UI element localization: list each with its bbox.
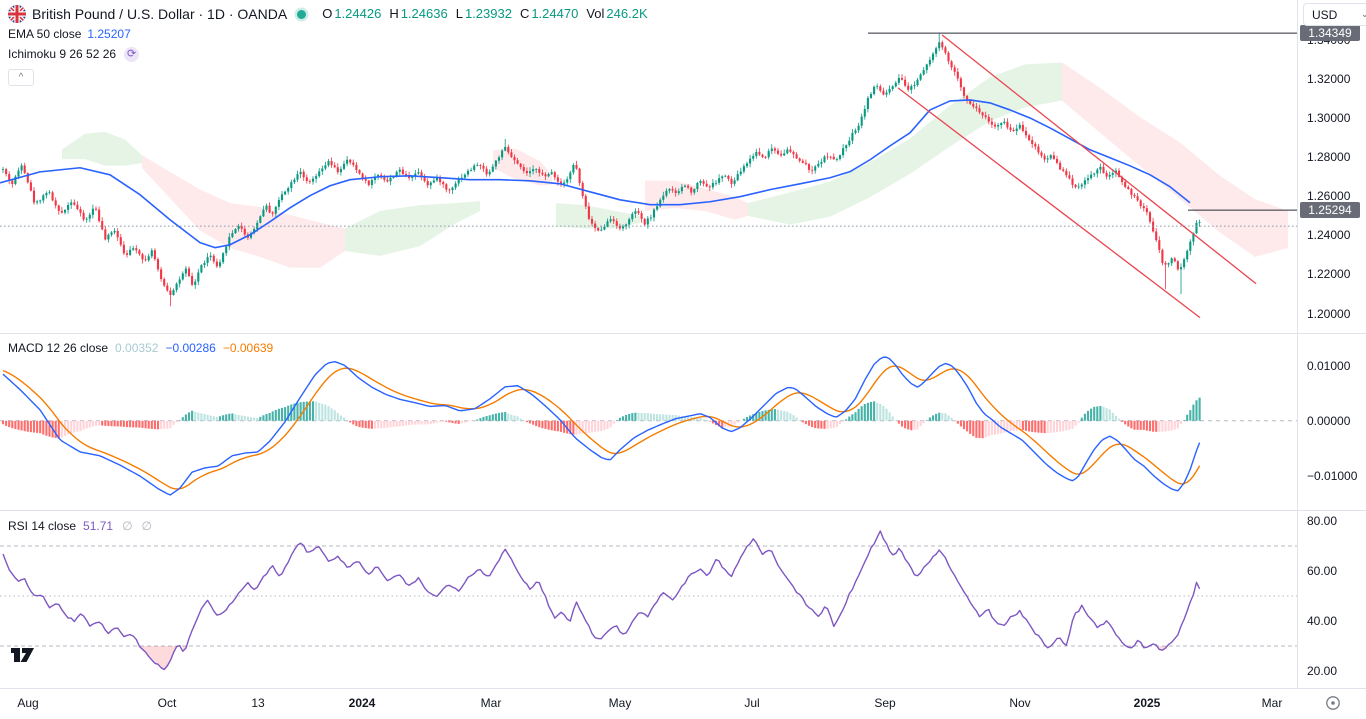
price-tag-label: 1.25294 <box>1300 202 1360 219</box>
ema-legend-row[interactable]: EMA 50 close 1.25207 <box>8 25 648 43</box>
time-tick-label: Mar <box>1261 696 1283 710</box>
high-label: H <box>389 6 399 21</box>
price-tick-label: 1.32000 <box>1307 72 1351 87</box>
ohlc-values: O 1.24426 H 1.24636 L 1.23932 C 1.24470 Vol 2… <box>316 5 647 23</box>
high-value: 1.24636 <box>400 6 448 21</box>
scroll-to-realtime-icon[interactable] <box>1324 694 1342 712</box>
volume-label: Vol <box>586 6 605 21</box>
currency-selector[interactable]: USD ⌄ <box>1303 3 1366 26</box>
rsi-legend-row[interactable]: RSI 14 close 51.71 ∅ ∅ <box>8 519 152 534</box>
time-axis[interactable]: Aug Oct 13 2024 Mar May Jul Sep Nov 2025 Mar <box>0 689 1366 719</box>
chevron-down-icon: ⌄ <box>1360 8 1366 20</box>
rsi-tick-label: 80.00 <box>1307 514 1338 528</box>
ichimoku-label: Ichimoku 9 26 52 26 <box>8 47 117 61</box>
currency-label: USD <box>1312 7 1338 22</box>
low-label: L <box>455 6 463 21</box>
rsi-label: RSI 14 close <box>8 519 77 533</box>
gbp-flag-icon <box>8 5 26 23</box>
time-tick-label: 13 <box>251 696 265 710</box>
time-tick-label: Aug <box>17 696 39 710</box>
symbol-legend-row[interactable]: British Pound / U.S. Dollar · 1D · OANDA… <box>8 5 648 23</box>
ema-label: EMA 50 close <box>8 27 82 41</box>
time-tick-label: Mar <box>480 696 502 710</box>
collapse-legend-button[interactable]: ^ <box>8 69 34 86</box>
macd-hist-value: 0.00352 <box>115 341 159 355</box>
macd-signal-value: −0.00639 <box>222 341 274 355</box>
price-tick-label: 1.28000 <box>1307 150 1351 165</box>
market-status-dot <box>297 9 307 19</box>
time-tick-label: May <box>608 696 632 710</box>
rsi-tick-label: 60.00 <box>1307 564 1338 578</box>
price-tick-label: 1.24000 <box>1307 228 1351 243</box>
tradingview-logo[interactable] <box>10 644 36 666</box>
open-label: O <box>322 6 333 21</box>
macd-tick-label: −0.01000 <box>1307 468 1358 483</box>
rsi-tick-label: 20.00 <box>1307 664 1338 678</box>
chart-legend: British Pound / U.S. Dollar · 1D · OANDA… <box>8 5 648 86</box>
time-tick-label: 2024 <box>348 696 376 710</box>
ema-value: 1.25207 <box>87 27 131 41</box>
open-value: 1.24426 <box>334 6 382 21</box>
price-tick-label: 1.20000 <box>1307 306 1351 321</box>
ichimoku-legend-row[interactable]: Ichimoku 9 26 52 26 ⟳ <box>8 45 648 63</box>
macd-tick-label: 0.00000 <box>1307 413 1351 428</box>
close-value: 1.24470 <box>531 6 579 21</box>
time-tick-label: Oct <box>157 696 177 710</box>
time-tick-label: 2025 <box>1133 696 1161 710</box>
macd-line-value: −0.00286 <box>165 341 216 355</box>
time-tick-label: Nov <box>1009 696 1031 710</box>
macd-label: MACD 12 26 close <box>8 341 109 355</box>
low-value: 1.23932 <box>464 6 512 21</box>
rsi-tick-label: 40.00 <box>1307 614 1338 628</box>
price-axis[interactable]: 1.340001.320001.300001.280001.260001.240… <box>1298 0 1366 688</box>
macd-tick-label: 0.01000 <box>1307 359 1351 373</box>
price-tag-label: 1.34349 <box>1300 25 1360 42</box>
rsi-hidden-band-2: ∅ <box>141 519 152 533</box>
symbol-title: British Pound / U.S. Dollar · 1D · OANDA <box>32 6 288 22</box>
volume-value: 246.2K <box>606 6 648 21</box>
macd-legend-row[interactable]: MACD 12 26 close 0.00352 −0.00286 −0.006… <box>8 341 273 356</box>
rsi-value: 51.71 <box>83 519 114 533</box>
price-tick-label: 1.26000 <box>1307 189 1351 204</box>
close-label: C <box>519 6 530 21</box>
price-tick-label: 1.30000 <box>1307 111 1351 126</box>
rsi-hidden-band-1: ∅ <box>122 519 133 533</box>
loading-spinner-icon: ⟳ <box>124 46 140 62</box>
price-tick-label: 1.22000 <box>1307 267 1351 282</box>
time-tick-label: Sep <box>874 696 896 710</box>
time-tick-label: Jul <box>744 696 760 710</box>
